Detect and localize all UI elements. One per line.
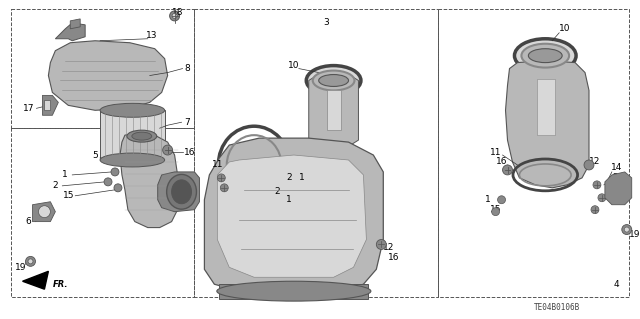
Text: 4: 4	[614, 280, 620, 289]
Circle shape	[376, 240, 387, 249]
Text: 2: 2	[286, 174, 292, 182]
Text: TE04B0106B: TE04B0106B	[534, 303, 580, 312]
Text: 15: 15	[63, 191, 74, 200]
Bar	[100, 110, 164, 160]
Text: 1: 1	[484, 195, 490, 204]
Text: 12: 12	[383, 243, 394, 252]
Bar	[220, 284, 369, 299]
Text: 5: 5	[92, 151, 98, 160]
Polygon shape	[538, 78, 556, 135]
Text: 19: 19	[15, 263, 26, 272]
Circle shape	[38, 206, 51, 218]
Text: FR.: FR.	[52, 280, 68, 289]
Circle shape	[584, 160, 594, 170]
Circle shape	[111, 168, 119, 176]
Ellipse shape	[100, 153, 164, 167]
Bar	[11, 9, 195, 128]
Polygon shape	[120, 132, 177, 227]
Ellipse shape	[313, 70, 355, 90]
Text: 7: 7	[185, 118, 190, 127]
Ellipse shape	[166, 174, 196, 209]
Text: 6: 6	[26, 217, 31, 226]
Circle shape	[220, 184, 228, 192]
Ellipse shape	[127, 130, 157, 142]
Text: 19: 19	[629, 230, 640, 239]
Polygon shape	[157, 172, 200, 212]
Ellipse shape	[515, 39, 576, 72]
Text: 14: 14	[611, 163, 623, 173]
Polygon shape	[33, 202, 55, 222]
Bar	[195, 9, 438, 297]
Ellipse shape	[522, 44, 569, 68]
Polygon shape	[204, 138, 383, 291]
Circle shape	[497, 196, 506, 204]
Text: 11: 11	[490, 148, 501, 157]
Ellipse shape	[100, 103, 164, 117]
Circle shape	[502, 165, 513, 175]
Text: 17: 17	[23, 104, 35, 113]
Text: 3: 3	[324, 19, 330, 27]
Text: 10: 10	[559, 24, 571, 33]
Circle shape	[114, 184, 122, 192]
Polygon shape	[326, 90, 340, 130]
Polygon shape	[49, 41, 168, 110]
Polygon shape	[42, 95, 58, 115]
Circle shape	[624, 227, 629, 232]
Circle shape	[28, 259, 33, 264]
Ellipse shape	[307, 66, 361, 95]
Polygon shape	[44, 100, 51, 110]
Circle shape	[172, 13, 177, 19]
Circle shape	[218, 174, 225, 182]
Text: 1: 1	[63, 170, 68, 179]
Text: 2: 2	[612, 174, 618, 182]
Text: 8: 8	[185, 64, 190, 73]
Circle shape	[170, 11, 180, 21]
Circle shape	[492, 208, 500, 216]
Circle shape	[598, 194, 606, 202]
Text: 18: 18	[172, 8, 183, 18]
Circle shape	[591, 206, 599, 214]
Text: 2: 2	[52, 181, 58, 190]
Text: 2: 2	[274, 187, 280, 196]
Circle shape	[26, 256, 35, 266]
Ellipse shape	[319, 75, 349, 86]
Text: 16: 16	[387, 253, 399, 262]
Circle shape	[104, 178, 112, 186]
Polygon shape	[218, 155, 366, 277]
Polygon shape	[22, 271, 49, 289]
Polygon shape	[308, 76, 358, 145]
Text: 16: 16	[184, 148, 195, 157]
Text: 1: 1	[299, 174, 305, 182]
Text: 13: 13	[146, 31, 157, 40]
Circle shape	[593, 181, 601, 189]
Text: 1: 1	[286, 195, 292, 204]
Ellipse shape	[132, 132, 152, 140]
Text: 16: 16	[496, 158, 508, 167]
Polygon shape	[506, 61, 589, 188]
Circle shape	[622, 225, 632, 234]
Polygon shape	[70, 19, 80, 29]
Text: 15: 15	[490, 205, 501, 214]
Circle shape	[163, 145, 173, 155]
Text: 11: 11	[212, 160, 223, 169]
Ellipse shape	[529, 49, 562, 63]
Text: 10: 10	[288, 61, 300, 70]
Bar	[11, 128, 195, 297]
Bar	[438, 9, 628, 297]
Polygon shape	[605, 172, 632, 205]
Polygon shape	[55, 23, 85, 41]
Text: 12: 12	[589, 158, 601, 167]
Ellipse shape	[217, 281, 371, 301]
Ellipse shape	[172, 180, 191, 204]
